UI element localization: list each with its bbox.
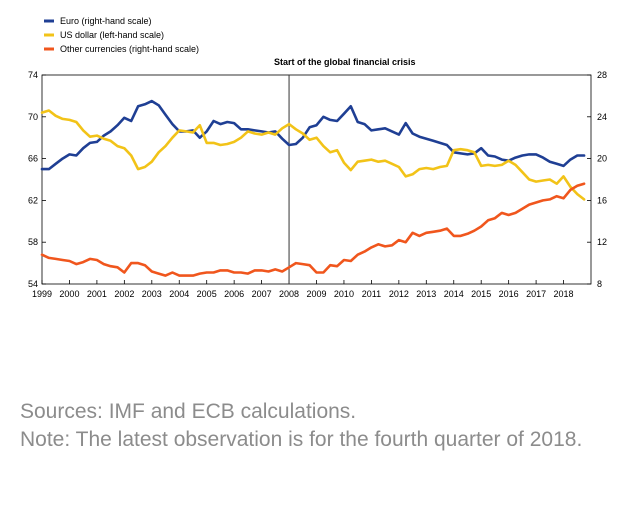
chart-panel: 54 58 62 66 70 74 8 12 16 20 24 28 1999 2000 2001 2002 2… [20,10,620,325]
y-right-tick-label: 20 [597,154,607,164]
crisis-annotation: Start of the global financial crisis [274,57,416,67]
y-right-tick-label: 16 [597,195,607,205]
note-text: Note: The latest observation is for the … [20,428,583,451]
x-tick-label: 2018 [554,289,574,299]
x-tick-label: 2006 [224,289,244,299]
y-right-tick-label: 12 [597,237,607,247]
legend-label-0: Euro (right-hand scale) [60,16,152,26]
currency-share-line-chart: 54 58 62 66 70 74 8 12 16 20 24 28 1999 2000 2001 2002 2… [28,16,607,299]
y-left-tick-label: 70 [28,112,38,122]
series-line-2 [40,182,586,277]
x-tick-label: 2003 [142,289,162,299]
x-tick-label: 2007 [252,289,272,299]
sources-text: Sources: IMF and ECB calculations. [20,400,357,423]
x-tick-label: 2014 [444,289,464,299]
x-tick-label: 2013 [416,289,436,299]
legend-label-2: Other currencies (right-hand scale) [60,44,199,54]
y-left-tick-label: 62 [28,195,38,205]
x-tick-label: 2009 [306,289,326,299]
x-tick-label: 2011 [362,289,381,299]
x-tick-label: 2005 [197,289,217,299]
y-left-tick-label: 58 [28,237,38,247]
series-line-0 [40,99,586,171]
plot-frame [41,74,592,285]
x-tick-label: 2008 [279,289,299,299]
x-tick-label: 1999 [32,289,52,299]
legend-label-1: US dollar (left-hand scale) [60,30,164,40]
series-line-1 [40,109,586,201]
y-right-tick-label: 8 [597,279,602,289]
x-tick-label: 2000 [59,289,79,299]
y-left-tick-label: 54 [28,279,38,289]
x-tick-label: 2002 [114,289,134,299]
x-tick-label: 2015 [471,289,491,299]
x-tick-label: 2001 [87,289,107,299]
x-tick-label: 2017 [526,289,546,299]
y-left-tick-label: 74 [28,70,38,80]
y-left-tick-label: 66 [28,154,38,164]
x-tick-label: 2010 [334,289,354,299]
x-tick-label: 2004 [169,289,189,299]
y-right-tick-label: 24 [597,112,607,122]
x-tick-label: 2012 [389,289,409,299]
x-tick-label: 2016 [499,289,519,299]
chart-notes: Sources: IMF and ECB calculations. Note:… [20,398,630,454]
y-right-tick-label: 28 [597,70,607,80]
